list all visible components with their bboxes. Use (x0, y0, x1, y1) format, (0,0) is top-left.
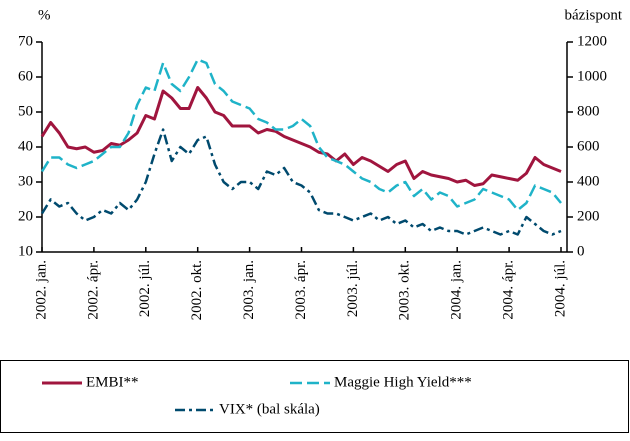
y2-axis-label: bázispont (565, 7, 623, 23)
x-tick-label: 2002. okt. (189, 260, 205, 320)
y2-tick-label: 1200 (577, 33, 607, 49)
legend-label: EMBI** (86, 374, 139, 390)
y2-tick-label: 800 (577, 103, 600, 119)
series-line (40, 58, 562, 212)
y-tick-label: 30 (18, 173, 33, 189)
y-tick-label: 20 (18, 208, 33, 224)
y-tick-label: 10 (18, 243, 33, 259)
legend-label: Maggie High Yield*** (334, 374, 472, 390)
x-tick-label: 2002. júl. (137, 260, 153, 317)
y-tick-label: 50 (18, 103, 33, 119)
y2-tick-label: 200 (577, 208, 600, 224)
y2-tick-label: 0 (577, 243, 585, 259)
x-tick-label: 2002. ápr. (85, 260, 101, 320)
y-axis-label: % (38, 7, 51, 23)
y2-tick-label: 600 (577, 138, 600, 154)
y2-tick-label: 400 (577, 173, 600, 189)
y-tick-label: 60 (18, 68, 33, 84)
legend-label: VIX* (bal skála) (219, 401, 320, 417)
x-tick-label: 2002. jan. (33, 260, 49, 320)
x-tick-label: 2004. ápr. (501, 260, 517, 320)
x-tick-label: 2003. ápr. (293, 260, 309, 320)
x-tick-label: 2004. jan. (449, 260, 465, 320)
y2-tick-label: 1000 (577, 68, 607, 84)
x-tick-label: 2003. okt. (397, 260, 413, 320)
series-line (40, 128, 562, 236)
x-tick-label: 2003. jan. (241, 260, 257, 320)
series-line (40, 86, 562, 187)
legend-box (0, 360, 629, 433)
x-tick-label: 2004. júl. (552, 260, 568, 317)
y-tick-label: 70 (18, 33, 33, 49)
x-tick-label: 2003. júl. (345, 260, 361, 317)
y-tick-label: 40 (18, 138, 33, 154)
